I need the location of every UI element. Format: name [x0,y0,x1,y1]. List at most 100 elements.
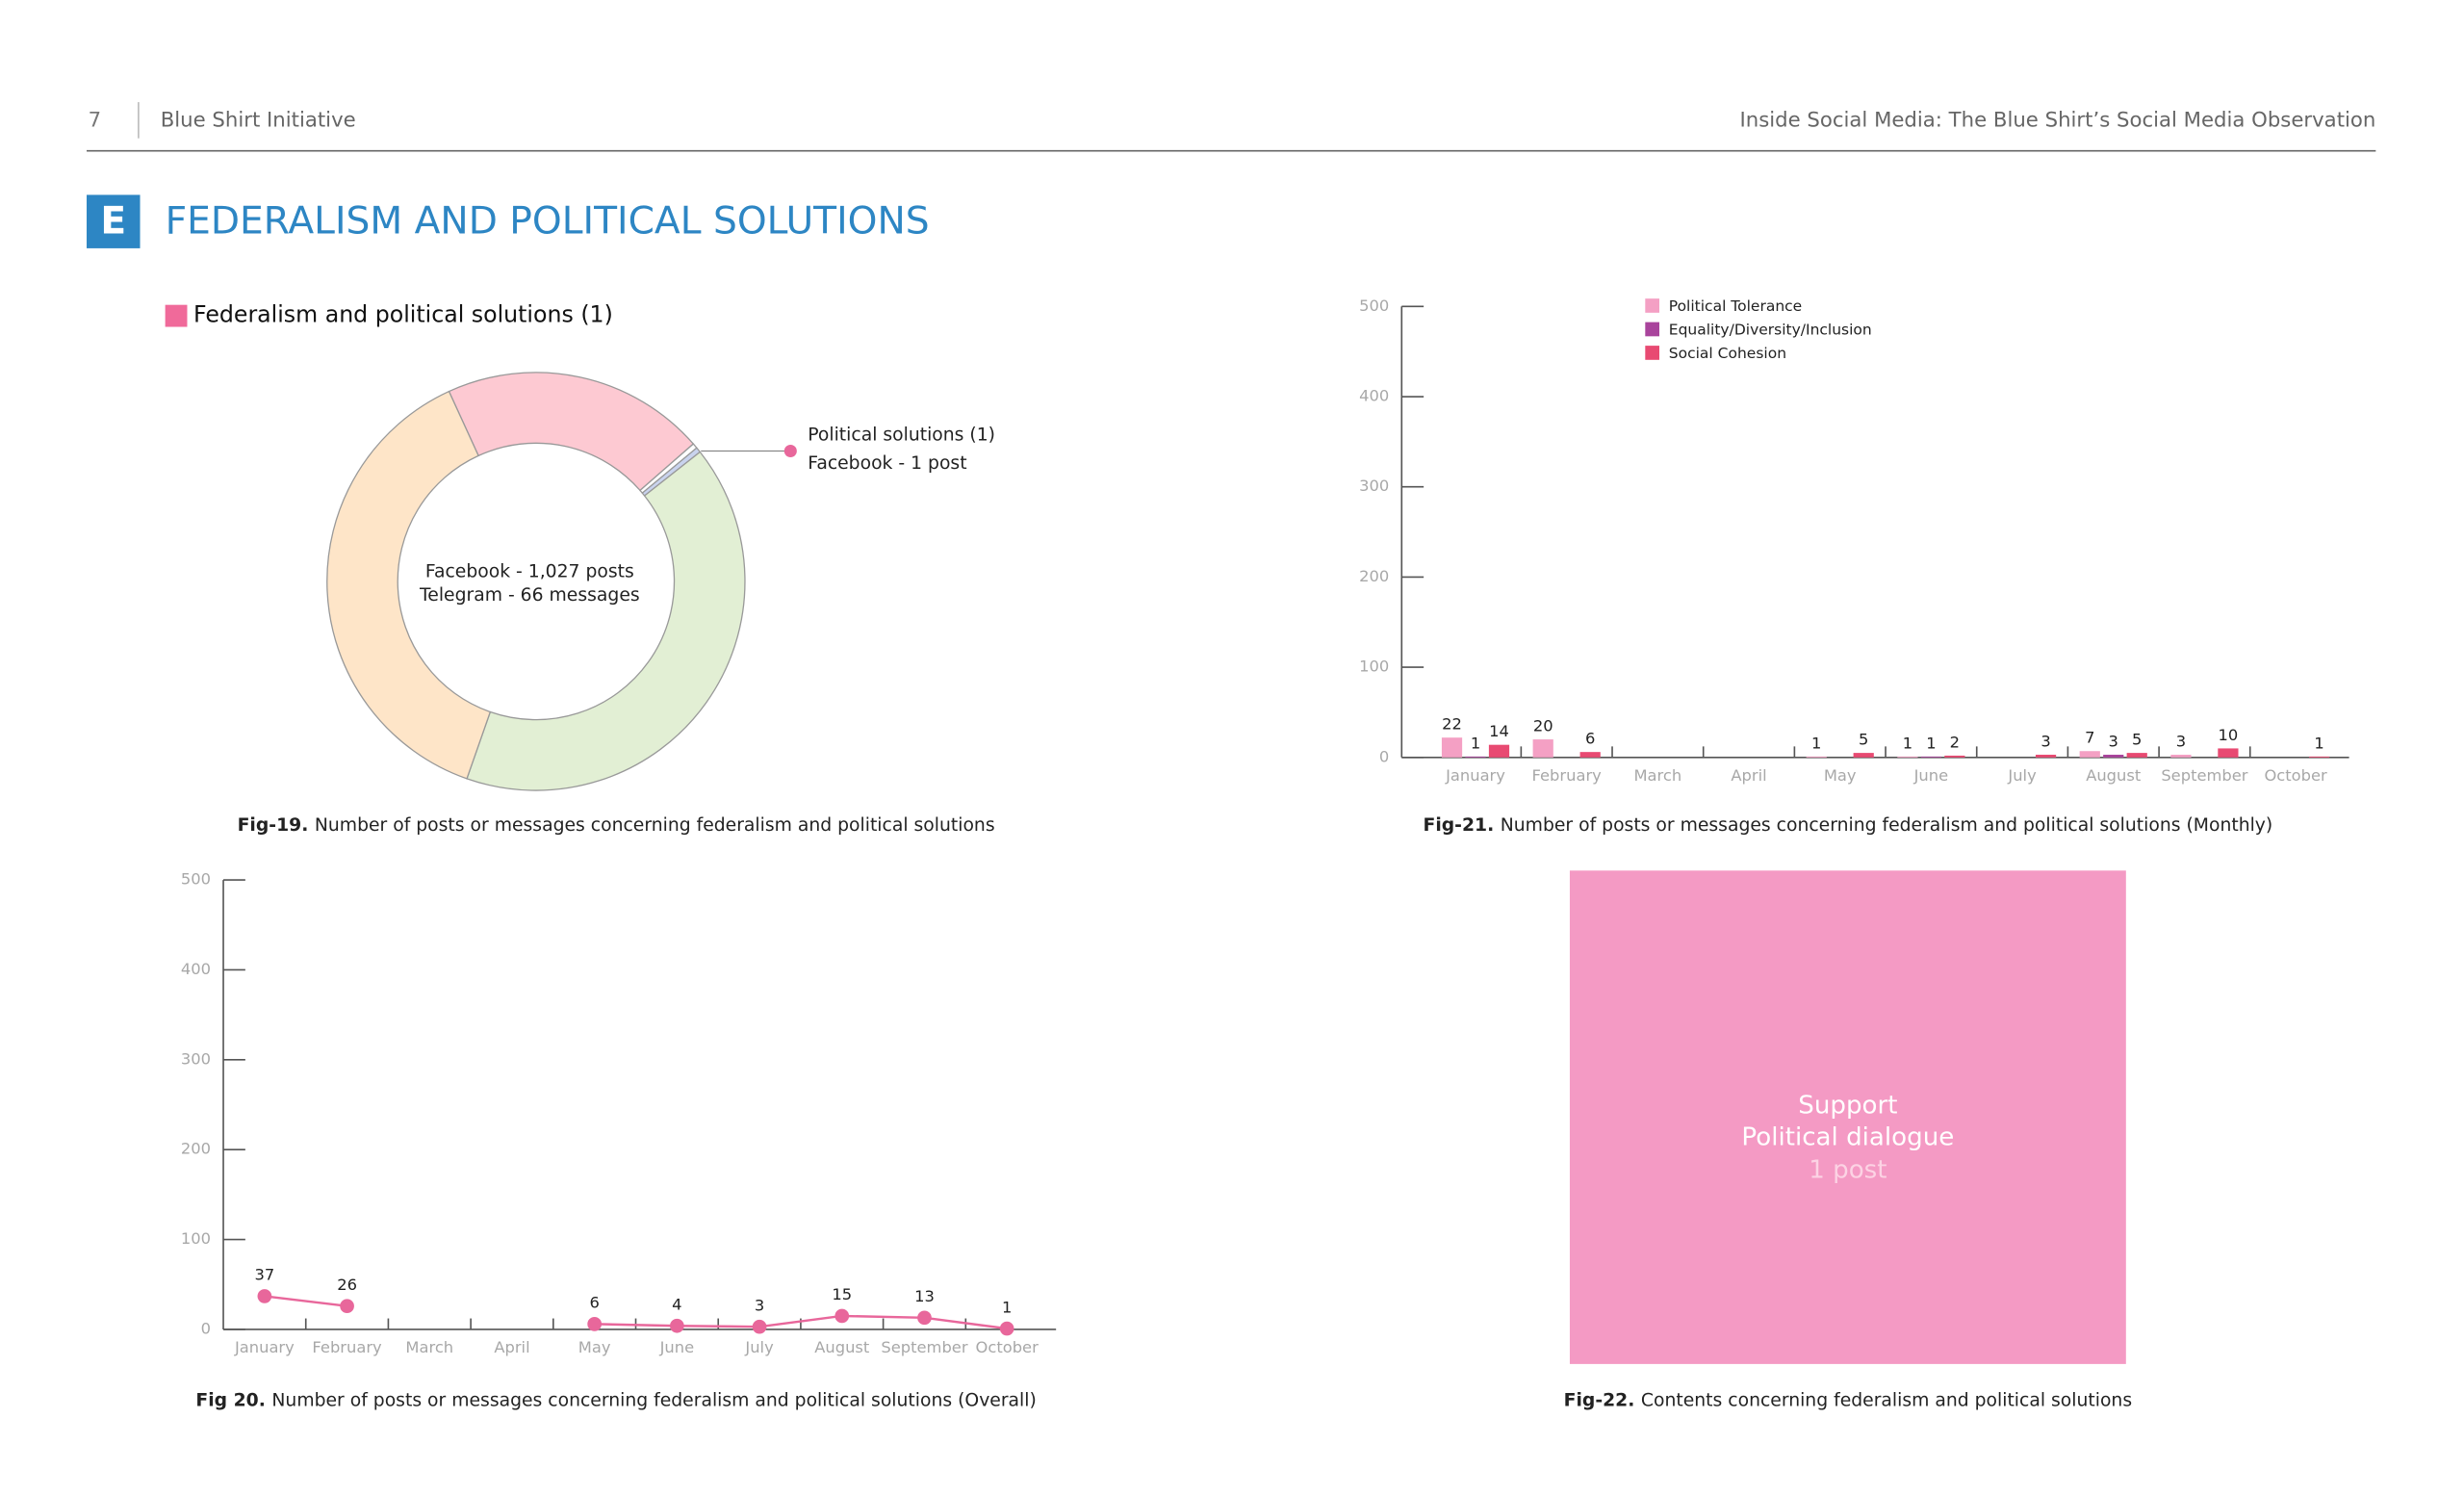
data-label: 6 [1585,730,1595,748]
x-tick-label: October [2264,766,2327,785]
data-label: 4 [672,1296,681,1314]
x-tick-label: March [1634,766,1682,785]
data-label: 1 [1926,734,1936,752]
caption-label: Fig 20. [195,1390,265,1410]
data-label: 3 [2109,732,2118,750]
y-tick-label: 200 [1359,567,1389,585]
cell-group: Support [1798,1092,1897,1121]
legend-label: Political Tolerance [1669,297,1802,315]
data-label: 1 [1002,1298,1012,1316]
legend-label: Equality/Diversity/Inclusion [1669,321,1872,338]
data-label: 5 [1859,731,1868,749]
caption-label: Fig-22. [1564,1390,1635,1410]
charts: Federalism and political solutions (1) Fa… [165,297,2349,1410]
y-tick-label: 400 [181,960,211,978]
x-tick-label: August [2086,766,2141,785]
donut-segment [466,451,746,791]
data-label: 13 [914,1287,935,1305]
bar [2170,754,2192,758]
x-tick-label: July [744,1338,774,1356]
x-tick-label: June [1913,766,1949,785]
data-label: 5 [2132,731,2142,749]
donut-segment [326,390,492,780]
x-tick-label: April [1731,766,1766,785]
bar [1465,756,1486,758]
caption: Fig-19. Number of posts or messages conce… [238,814,995,835]
bar [1532,739,1553,758]
data-label: 1 [2314,734,2323,752]
y-tick-label: 100 [1359,658,1389,676]
bar [1920,756,1942,758]
data-label: 1 [1471,734,1480,752]
y-tick-label: 500 [1359,297,1389,315]
x-tick-label: March [405,1338,453,1356]
data-label: 3 [755,1296,764,1314]
x-tick-label: July [2007,766,2037,785]
bar [2126,753,2147,758]
x-tick-label: May [1824,766,1857,785]
legend-swatch [1645,346,1659,360]
caption-text: Contents concerning federalism and polit… [1641,1390,2132,1410]
point [917,1310,932,1326]
legend-swatch [165,304,188,327]
cell-name: Political dialogue [1741,1122,1954,1151]
data-label: 6 [589,1294,599,1312]
bar [1853,753,1874,758]
data-label: 1 [1811,734,1821,752]
data-label: 37 [254,1266,274,1284]
y-tick-label: 400 [1359,387,1389,405]
bar [2079,751,2100,758]
point [752,1319,767,1334]
data-label: 22 [1442,715,1462,734]
bar [2103,754,2124,758]
bar [1944,755,1965,758]
section-letter: E [100,199,126,243]
data-label: 7 [2085,729,2094,747]
bar [2308,756,2330,758]
x-tick-label: February [312,1338,382,1356]
y-tick-label: 100 [181,1229,211,1248]
data-label: 14 [1489,722,1509,740]
point [257,1289,272,1303]
bar [1897,756,1918,758]
legend-swatch [1645,298,1659,313]
data-label: 3 [2040,732,2050,750]
annotation: Political solutions (1) [808,426,995,446]
point [340,1299,354,1314]
y-tick-label: 0 [201,1319,211,1337]
bar [1806,756,1827,758]
caption: Fig 20. Number of posts or messages conce… [195,1390,1036,1410]
x-tick-label: May [578,1338,611,1356]
y-tick-label: 300 [181,1049,211,1068]
publication-title: Inside Social Media: The Blue Shirt’s So… [1739,109,2375,133]
bar [1488,744,1510,758]
data-label: 26 [337,1276,357,1294]
y-tick-label: 200 [181,1140,211,1158]
x-tick-label: January [234,1338,295,1356]
line [264,1295,1008,1330]
legend-swatch [1645,322,1659,337]
chart-title: Federalism and political solutions (1) [193,301,613,328]
caption-label: Fig-19. [238,814,309,835]
legend-label: Social Cohesion [1669,345,1786,362]
data-label: 15 [832,1285,852,1303]
caption: Fig-21. Number of posts or messages conce… [1424,814,2273,835]
x-tick-label: January [1445,766,1505,785]
annotation: Facebook - 1 post [808,453,966,474]
page-number: 7 [89,109,102,133]
caption-label: Fig-21. [1424,814,1495,835]
x-tick-label: June [659,1338,695,1356]
caption-text: Number of posts or messages concerning f… [271,1390,1036,1410]
data-label: 3 [2176,732,2186,750]
point [834,1308,850,1324]
org-name: Blue Shirt Initiative [161,109,356,133]
center-text: Facebook - 1,027 posts [425,562,634,582]
section-badge [87,194,141,248]
bar [2218,748,2239,758]
point [587,1317,603,1331]
point [670,1318,684,1333]
data-label: 10 [2219,726,2239,744]
data-label: 2 [1950,733,1960,751]
